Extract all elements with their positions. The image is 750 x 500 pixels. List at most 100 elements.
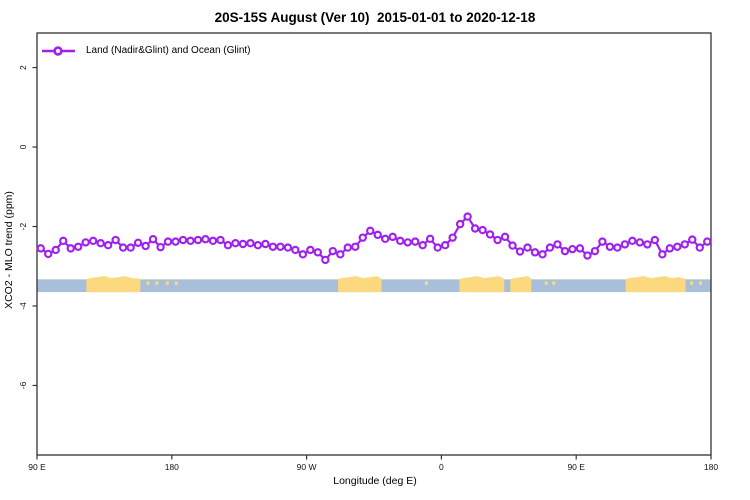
data-point-marker bbox=[96, 239, 105, 248]
data-point-marker bbox=[223, 240, 233, 250]
data-point-marker bbox=[381, 234, 390, 244]
data-point-marker bbox=[478, 225, 487, 235]
island-mark bbox=[690, 281, 694, 285]
data-point-marker bbox=[425, 234, 435, 244]
data-point-marker bbox=[605, 242, 615, 251]
data-point-marker bbox=[298, 250, 308, 259]
data-point-marker bbox=[396, 236, 405, 246]
data-point-marker bbox=[433, 243, 442, 252]
data-point-marker bbox=[321, 255, 330, 265]
y-tick-label: -6 bbox=[18, 381, 28, 389]
data-point-marker bbox=[635, 238, 645, 247]
data-point-marker bbox=[253, 240, 263, 250]
data-point-marker bbox=[186, 236, 195, 246]
data-point-marker bbox=[523, 243, 532, 252]
island-mark bbox=[544, 281, 548, 285]
data-point-marker bbox=[44, 249, 53, 259]
data-point-marker bbox=[373, 230, 382, 240]
data-point-marker bbox=[583, 251, 592, 260]
data-point-marker bbox=[673, 242, 682, 251]
data-point-marker bbox=[463, 212, 472, 221]
data-point-marker bbox=[81, 238, 90, 247]
data-point-marker bbox=[665, 244, 675, 253]
data-point-marker bbox=[688, 235, 697, 244]
data-point-marker bbox=[575, 244, 585, 253]
data-point-marker bbox=[276, 242, 285, 251]
data-point-marker bbox=[171, 237, 180, 246]
data-point-marker bbox=[193, 235, 203, 245]
island-mark bbox=[699, 281, 703, 285]
land-strip-segment bbox=[510, 276, 532, 293]
data-point-marker bbox=[493, 235, 502, 245]
data-point-marker bbox=[103, 240, 113, 250]
data-point-marker bbox=[410, 237, 420, 246]
x-axis-title: Longitude (deg E) bbox=[333, 475, 417, 487]
data-point-marker bbox=[403, 238, 412, 247]
land-strip-segment bbox=[459, 276, 505, 293]
data-point-marker bbox=[216, 235, 225, 245]
data-point-marker bbox=[283, 243, 293, 252]
island-mark bbox=[146, 281, 150, 285]
island-mark bbox=[424, 281, 428, 285]
legend-label: Land (Nadir&Glint) and Ocean (Glint) bbox=[86, 45, 251, 56]
x-tick-label: 180 bbox=[704, 462, 718, 472]
data-point-marker bbox=[156, 242, 165, 252]
island-mark bbox=[174, 281, 178, 285]
data-point-marker bbox=[313, 248, 323, 257]
data-point-marker bbox=[246, 239, 255, 248]
island-mark bbox=[165, 281, 169, 285]
data-point-marker bbox=[261, 239, 270, 249]
data-point-marker bbox=[208, 236, 218, 246]
y-axis-title: XCO2 - MLO trend (ppm) bbox=[3, 191, 15, 309]
data-point-marker bbox=[118, 243, 128, 252]
data-point-marker bbox=[590, 246, 600, 256]
x-tick-label: 180 bbox=[165, 462, 179, 472]
data-point-marker bbox=[133, 238, 143, 248]
data-point-marker bbox=[485, 230, 495, 239]
data-point-marker bbox=[628, 236, 637, 246]
data-point-marker bbox=[658, 250, 667, 259]
legend-marker-circle bbox=[53, 46, 63, 56]
data-point-marker bbox=[51, 245, 60, 255]
data-point-marker bbox=[201, 235, 210, 244]
y-tick-label: -2 bbox=[18, 222, 28, 230]
data-point-marker bbox=[231, 239, 240, 248]
plot-border bbox=[36, 32, 712, 456]
x-tick-label: 90 E bbox=[567, 462, 585, 472]
data-point-marker bbox=[88, 236, 98, 246]
data-point-marker bbox=[650, 235, 660, 245]
data-point-marker bbox=[59, 236, 68, 246]
data-point-marker bbox=[560, 246, 570, 256]
data-point-marker bbox=[643, 240, 652, 249]
data-point-marker bbox=[500, 232, 510, 242]
data-point-marker bbox=[680, 240, 689, 249]
y-tick-label: 0 bbox=[18, 144, 28, 149]
data-point-marker bbox=[343, 243, 352, 252]
data-point-marker bbox=[126, 243, 135, 252]
data-point-marker bbox=[351, 242, 360, 251]
data-point-marker bbox=[515, 247, 525, 256]
data-point-marker bbox=[568, 244, 577, 254]
data-point-marker bbox=[620, 240, 630, 249]
data-point-marker bbox=[598, 237, 607, 246]
data-point-marker bbox=[366, 226, 375, 236]
data-point-marker bbox=[336, 250, 345, 259]
land-strip-segment bbox=[625, 276, 686, 293]
data-point-marker bbox=[358, 233, 367, 242]
data-point-marker bbox=[440, 240, 450, 250]
data-point-marker bbox=[141, 241, 150, 251]
island-mark bbox=[155, 281, 159, 285]
data-point-marker bbox=[36, 244, 45, 253]
data-point-marker bbox=[703, 237, 712, 246]
data-point-marker bbox=[328, 246, 338, 256]
island-mark bbox=[552, 281, 556, 285]
data-point-marker bbox=[268, 242, 278, 251]
data-point-marker bbox=[448, 233, 457, 242]
data-point-marker bbox=[163, 237, 173, 246]
data-point-marker bbox=[148, 235, 158, 244]
data-point-marker bbox=[538, 250, 547, 259]
data-point-marker bbox=[66, 244, 75, 253]
land-strip-segment bbox=[86, 276, 141, 293]
